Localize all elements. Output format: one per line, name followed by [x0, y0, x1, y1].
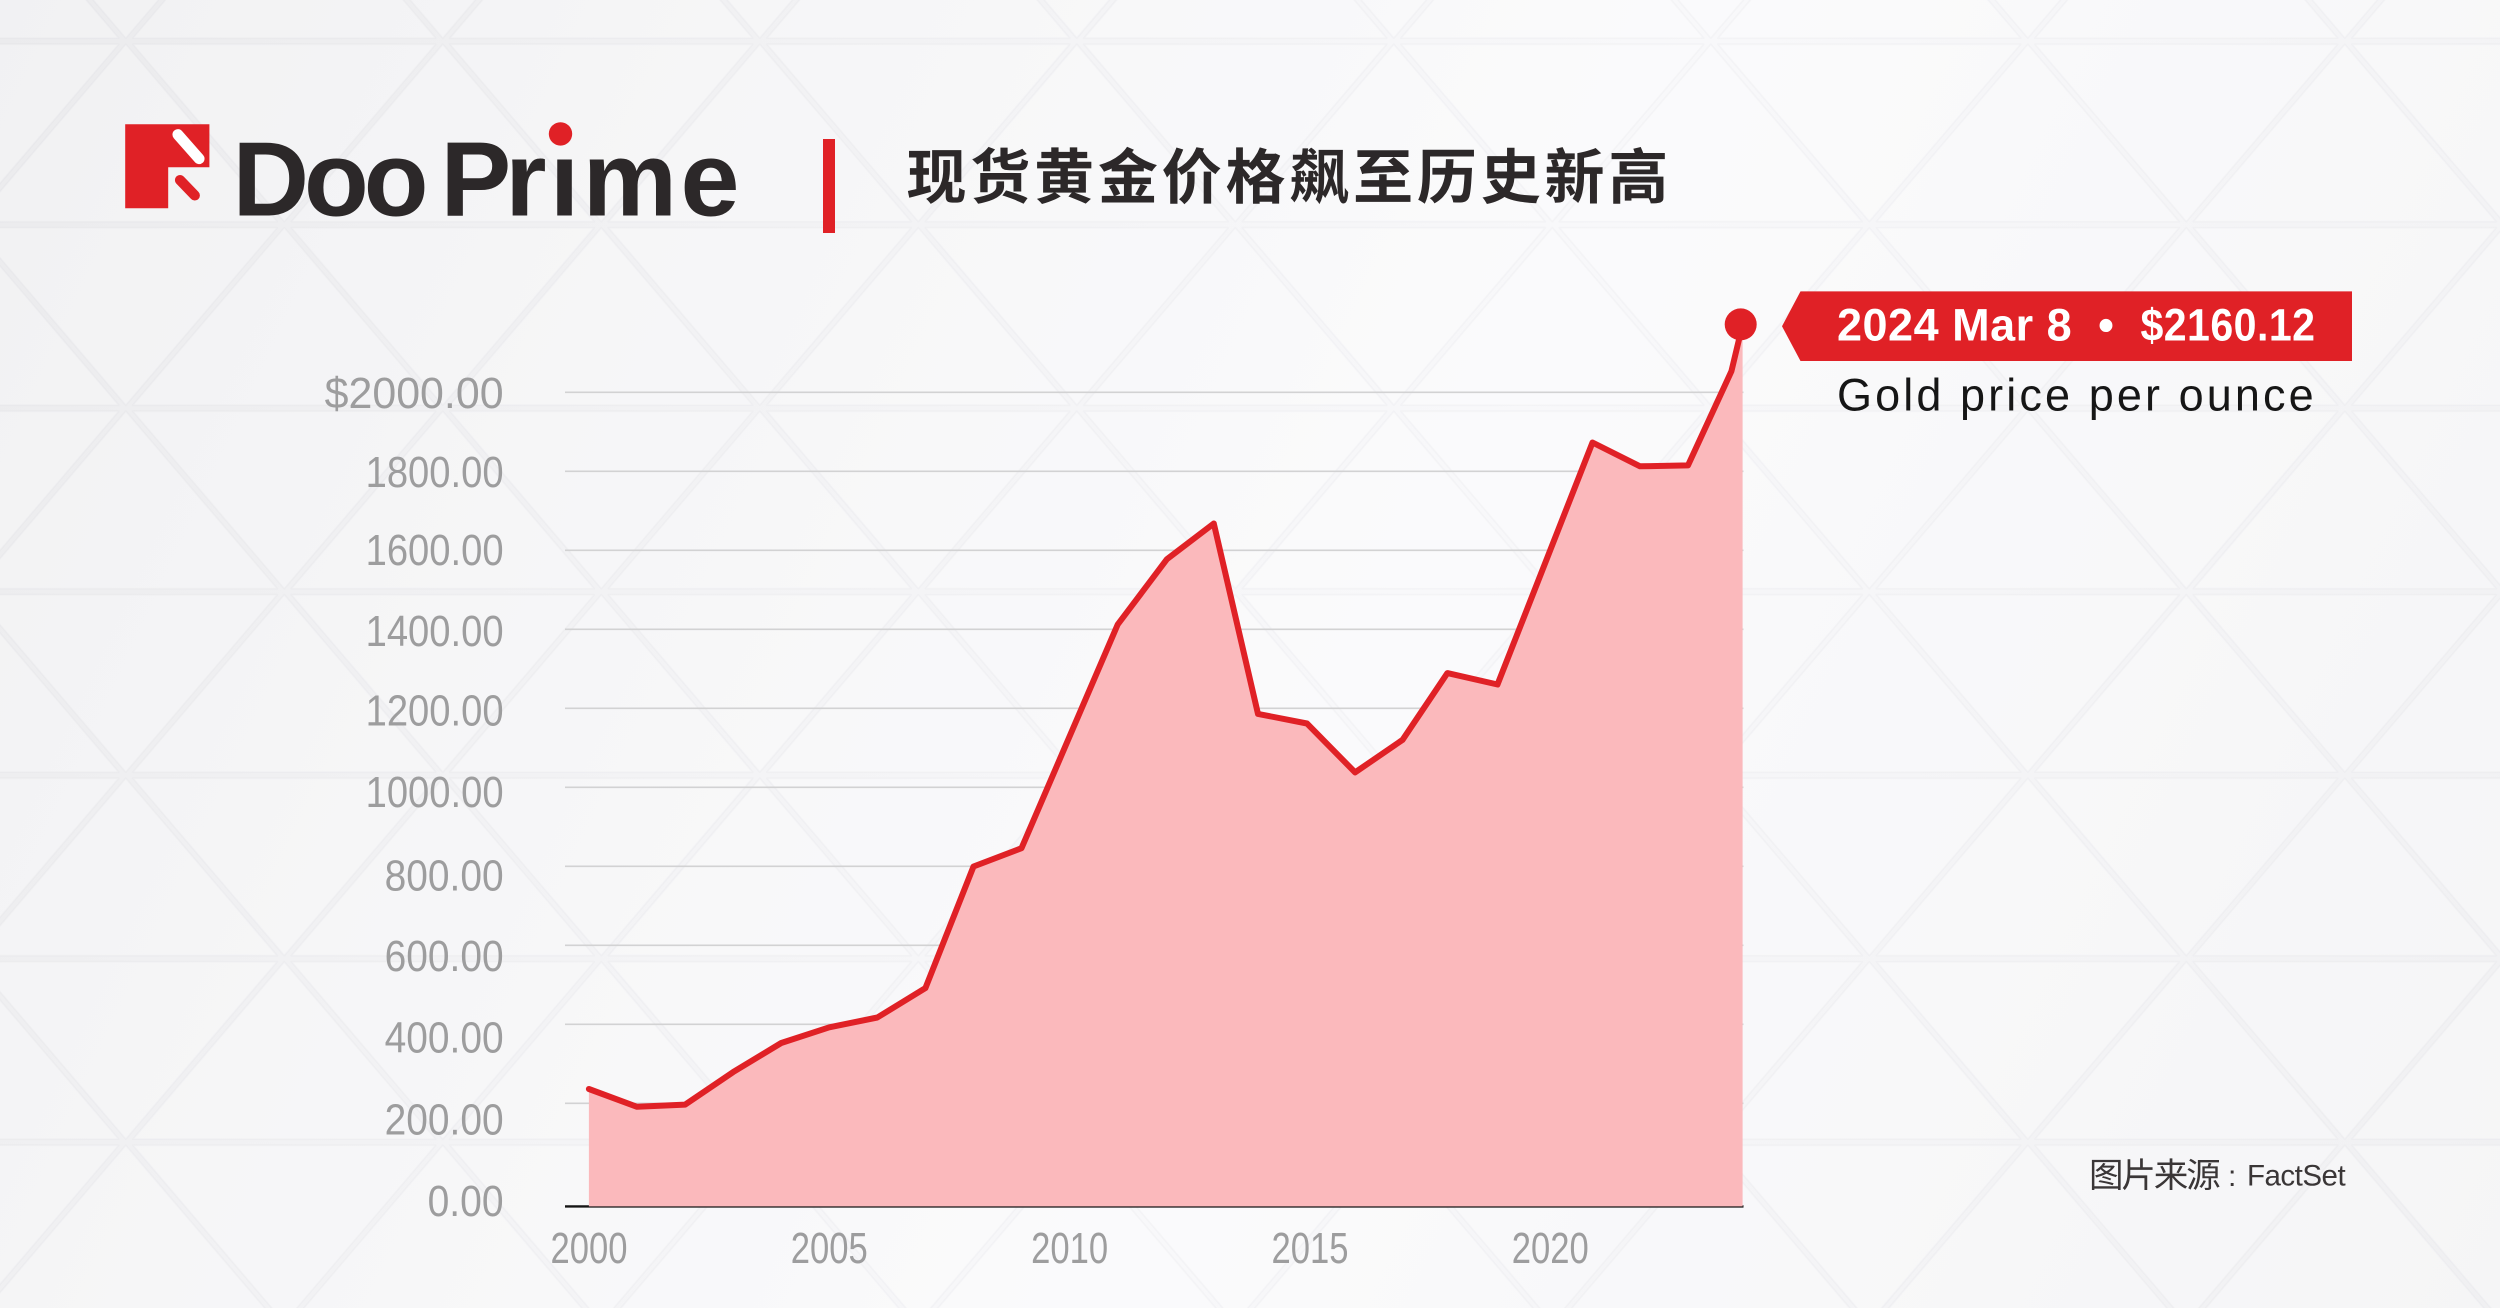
svg-text:Doo: Doo [233, 121, 425, 239]
svg-text:1400.00: 1400.00 [366, 607, 504, 656]
svg-text:FactSet: FactSet [2247, 1160, 2345, 1193]
svg-text:Pr: Pr [441, 121, 546, 239]
svg-text:2020: 2020 [1512, 1224, 1589, 1273]
svg-text:2024 Mar 8 • $2160.12: 2024 Mar 8 • $2160.12 [1837, 300, 2315, 351]
svg-text:1200.00: 1200.00 [366, 687, 504, 736]
svg-text:Gold price per ounce: Gold price per ounce [1837, 369, 2317, 420]
svg-text:2005: 2005 [791, 1224, 868, 1273]
svg-text:1800.00: 1800.00 [366, 448, 504, 497]
svg-text:ıme: ıme [550, 121, 743, 239]
svg-text:200.00: 200.00 [385, 1096, 504, 1145]
svg-text:1000.00: 1000.00 [366, 768, 504, 817]
svg-text:2000: 2000 [551, 1224, 628, 1273]
svg-text:0.00: 0.00 [428, 1177, 504, 1226]
svg-text:$2000.00: $2000.00 [325, 369, 504, 418]
svg-text:800.00: 800.00 [385, 852, 504, 901]
svg-text:1600.00: 1600.00 [366, 526, 504, 575]
svg-text:2010: 2010 [1031, 1224, 1108, 1273]
svg-text:400.00: 400.00 [385, 1013, 504, 1062]
svg-text::: : [2228, 1160, 2236, 1193]
svg-text:2015: 2015 [1272, 1224, 1349, 1273]
svg-text:600.00: 600.00 [385, 932, 504, 981]
